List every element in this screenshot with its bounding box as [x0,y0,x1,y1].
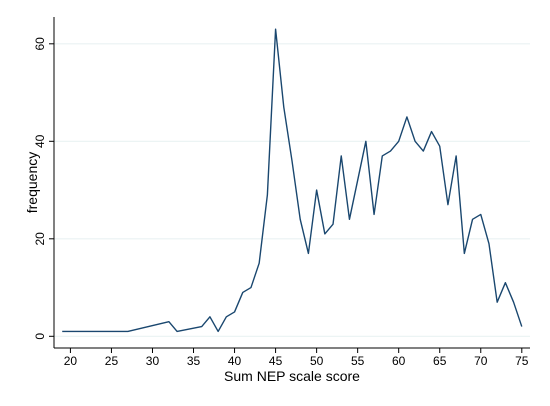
x-tick-label-60: 60 [392,354,406,368]
x-tick-label-50: 50 [310,354,324,368]
x-tick-label-25: 25 [105,354,119,368]
plot-area [54,17,530,348]
x-tick-label-20: 20 [64,354,78,368]
x-tick-label-70: 70 [474,354,488,368]
x-axis-label: Sum NEP scale score [224,368,360,384]
x-tick-label-65: 65 [433,354,447,368]
grid-lines [54,43,530,337]
data-series [62,28,523,333]
tick-marks: 20 25 30 35 40 45 50 55 60 65 70 75 0 20 40 60 [33,37,529,368]
x-tick-label-35: 35 [187,354,201,368]
y-tick-label-40: 40 [33,134,47,148]
y-tick-label-20: 20 [33,232,47,246]
y-tick-label-60: 60 [33,37,47,51]
y-tick-label-0: 0 [33,333,47,340]
x-tick-label-45: 45 [269,354,283,368]
x-tick-label-75: 75 [515,354,529,368]
y-axis-label: frequency [24,152,40,213]
axes [53,17,530,349]
x-tick-label-55: 55 [351,354,365,368]
x-tick-label-30: 30 [146,354,160,368]
x-tick-label-40: 40 [228,354,242,368]
